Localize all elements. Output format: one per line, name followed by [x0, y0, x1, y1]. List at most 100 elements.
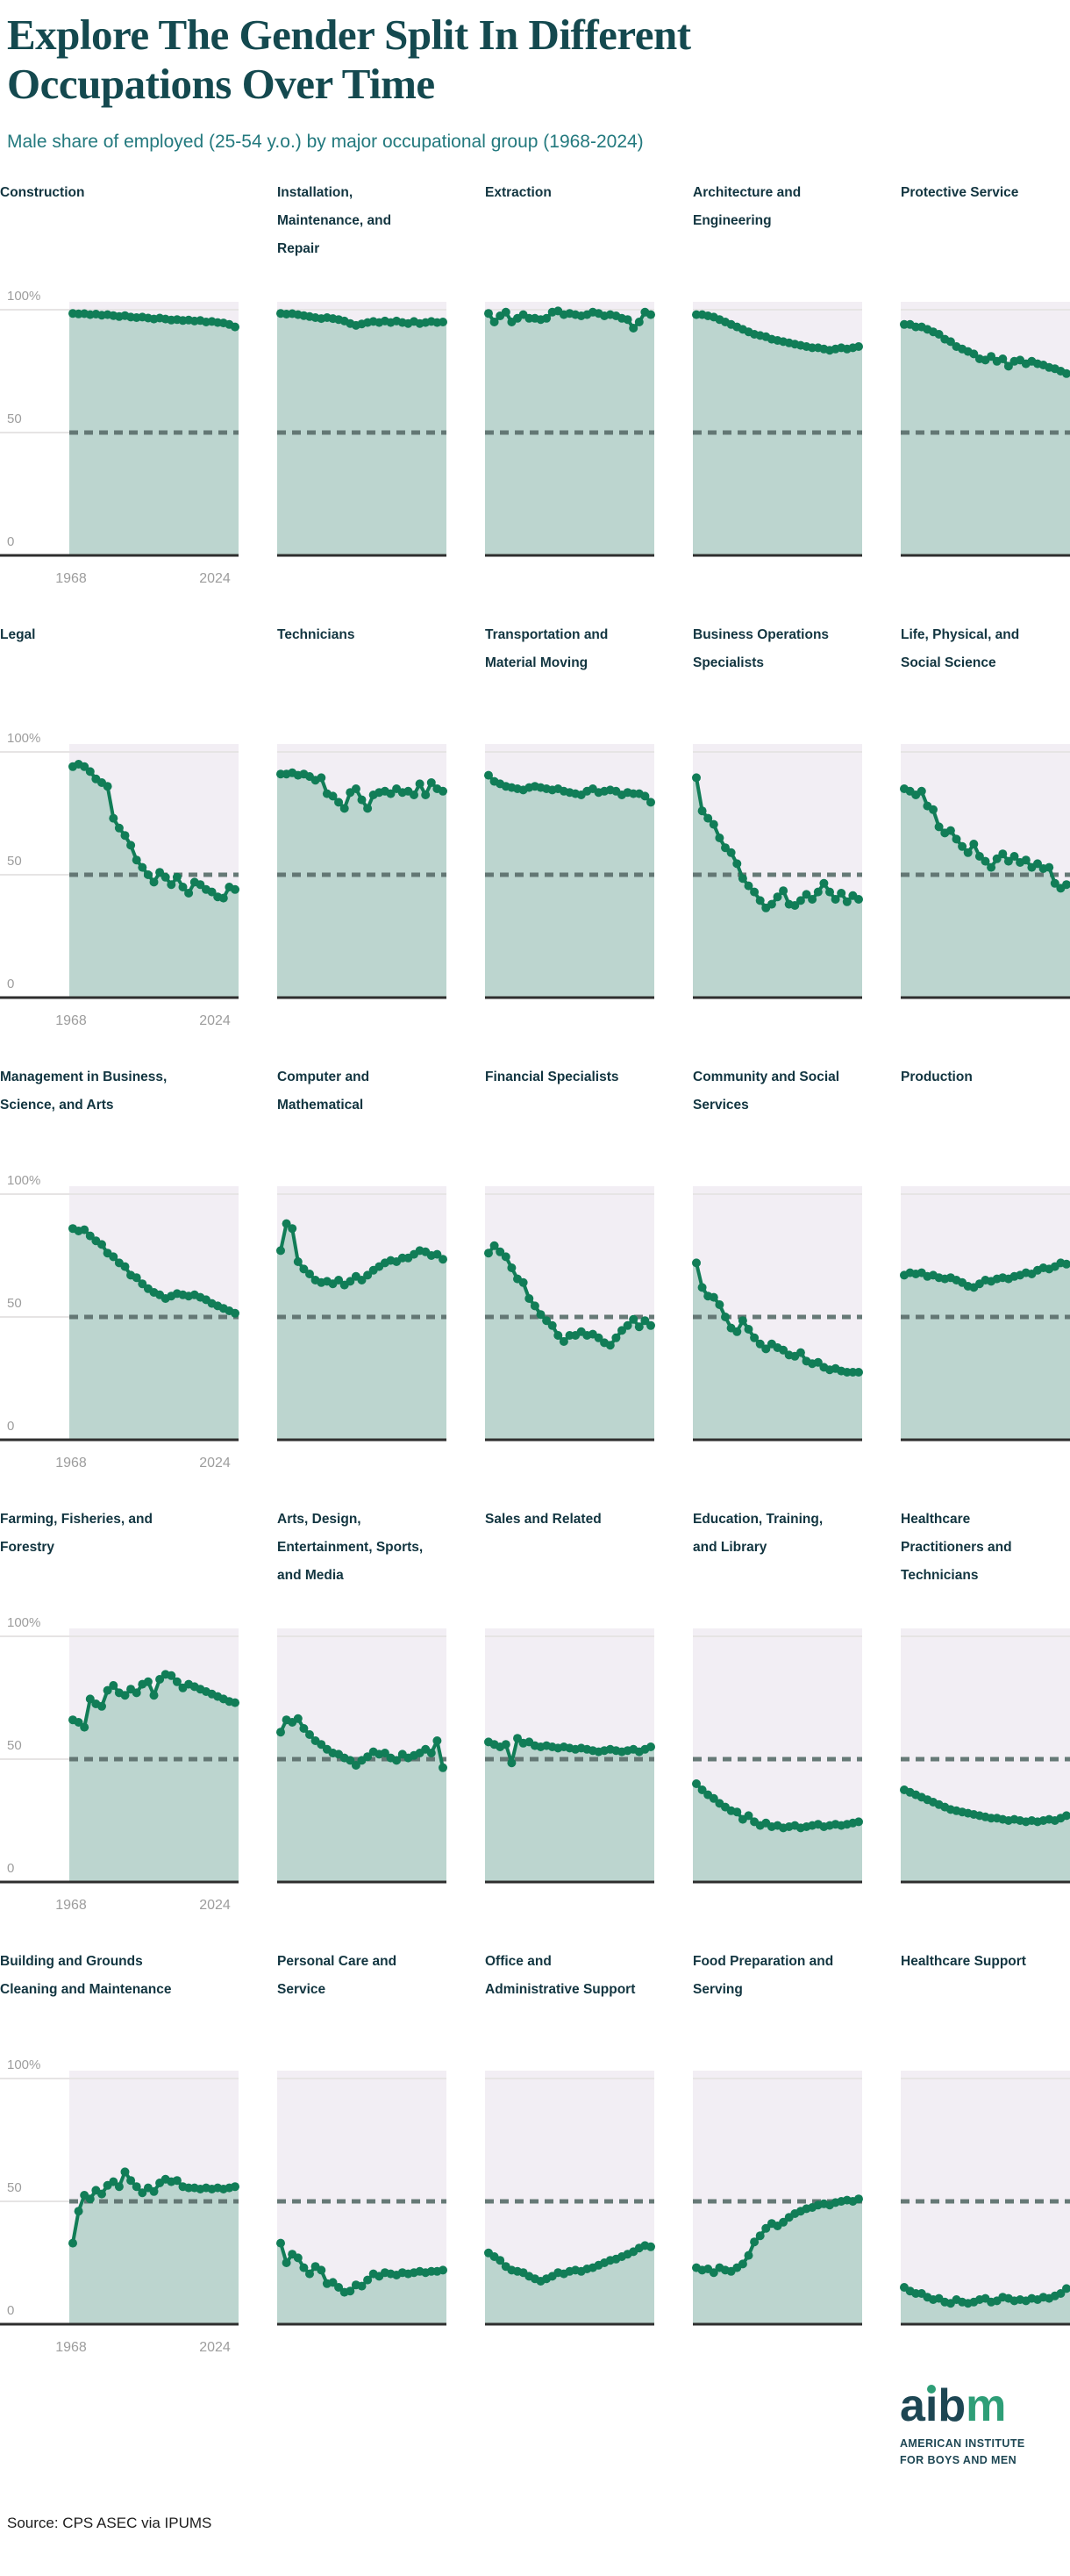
data-point[interactable]	[802, 890, 811, 899]
data-point[interactable]	[998, 848, 1008, 858]
data-point[interactable]	[299, 2263, 309, 2272]
data-point[interactable]	[981, 856, 990, 866]
chart-healthcare-support[interactable]	[900, 2070, 1070, 2332]
data-point[interactable]	[513, 1733, 522, 1742]
chart-sales-and-related[interactable]	[484, 1628, 655, 1890]
data-point[interactable]	[750, 887, 760, 897]
data-point[interactable]	[795, 896, 805, 905]
data-point[interactable]	[945, 337, 955, 347]
data-point[interactable]	[143, 869, 153, 879]
data-point[interactable]	[1062, 2284, 1070, 2293]
data-point[interactable]	[143, 1677, 153, 1686]
data-point[interactable]	[744, 1811, 753, 1821]
data-point[interactable]	[138, 2187, 147, 2197]
data-point[interactable]	[172, 872, 182, 882]
data-point[interactable]	[634, 317, 644, 326]
data-point[interactable]	[507, 1263, 517, 1272]
chart-computer-and-mathematical[interactable]	[276, 1185, 447, 1448]
data-point[interactable]	[439, 786, 447, 796]
data-point[interactable]	[738, 873, 747, 883]
data-point[interactable]	[74, 2206, 83, 2215]
data-point[interactable]	[357, 1275, 367, 1284]
data-point[interactable]	[697, 1785, 707, 1794]
data-point[interactable]	[363, 1751, 373, 1761]
data-point[interactable]	[218, 893, 228, 903]
data-point[interactable]	[715, 833, 724, 842]
data-point[interactable]	[542, 1315, 552, 1325]
data-point[interactable]	[103, 781, 112, 791]
data-point[interactable]	[929, 805, 938, 814]
data-point[interactable]	[813, 887, 823, 897]
data-point[interactable]	[74, 1717, 83, 1727]
data-point[interactable]	[813, 1357, 823, 1367]
data-point[interactable]	[501, 1252, 510, 1262]
data-point[interactable]	[97, 2189, 106, 2199]
data-point[interactable]	[738, 1315, 747, 1325]
data-point[interactable]	[819, 878, 829, 888]
data-point[interactable]	[97, 1701, 106, 1711]
data-point[interactable]	[346, 1277, 355, 1286]
chart-business-operations-specialists[interactable]	[692, 743, 863, 1005]
data-point[interactable]	[120, 1262, 130, 1271]
data-point[interactable]	[432, 1249, 442, 1259]
data-point[interactable]	[709, 1793, 718, 1803]
data-point[interactable]	[536, 1309, 546, 1319]
data-point[interactable]	[934, 329, 944, 339]
data-point[interactable]	[623, 1320, 632, 1330]
data-point[interactable]	[779, 1345, 788, 1355]
chart-financial-specialists[interactable]	[484, 1185, 655, 1448]
data-point[interactable]	[276, 1727, 285, 1736]
data-point[interactable]	[945, 826, 955, 835]
data-point[interactable]	[231, 2181, 239, 2191]
data-point[interactable]	[155, 1674, 165, 1684]
data-point[interactable]	[172, 2175, 182, 2185]
data-point[interactable]	[80, 762, 89, 771]
data-point[interactable]	[432, 1735, 442, 1745]
data-point[interactable]	[640, 791, 650, 801]
data-point[interactable]	[132, 1272, 141, 1282]
data-point[interactable]	[703, 813, 713, 823]
data-point[interactable]	[126, 841, 136, 850]
data-point[interactable]	[594, 1333, 603, 1342]
data-point[interactable]	[184, 888, 194, 898]
data-point[interactable]	[744, 881, 753, 891]
data-point[interactable]	[1003, 856, 1013, 866]
data-point[interactable]	[80, 1722, 89, 1732]
data-point[interactable]	[120, 2167, 130, 2177]
data-point[interactable]	[808, 894, 817, 904]
data-point[interactable]	[126, 2175, 136, 2185]
data-point[interactable]	[542, 313, 552, 323]
data-point[interactable]	[484, 1248, 493, 1257]
chart-technicians[interactable]	[276, 743, 447, 1005]
data-point[interactable]	[1021, 855, 1031, 864]
chart-protective-service[interactable]	[900, 301, 1070, 563]
data-point[interactable]	[207, 887, 217, 897]
data-point[interactable]	[744, 2250, 753, 2260]
data-point[interactable]	[410, 790, 418, 799]
data-point[interactable]	[755, 1339, 765, 1349]
data-point[interactable]	[439, 1763, 447, 1772]
data-point[interactable]	[992, 854, 1002, 863]
data-point[interactable]	[761, 2223, 771, 2233]
data-point[interactable]	[293, 1256, 303, 1266]
data-point[interactable]	[351, 784, 360, 793]
data-point[interactable]	[854, 341, 863, 351]
data-point[interactable]	[559, 1336, 568, 1346]
chart-life-physical-and-social-science[interactable]	[900, 743, 1070, 1005]
data-point[interactable]	[149, 2186, 159, 2196]
data-point[interactable]	[779, 2217, 788, 2227]
data-point[interactable]	[629, 323, 638, 333]
data-point[interactable]	[489, 317, 499, 326]
data-point[interactable]	[138, 1278, 147, 1288]
data-point[interactable]	[346, 1756, 355, 1765]
data-point[interactable]	[282, 2258, 291, 2267]
data-point[interactable]	[761, 1344, 771, 1354]
data-point[interactable]	[484, 770, 493, 780]
data-point[interactable]	[231, 322, 239, 332]
data-point[interactable]	[484, 308, 493, 318]
chart-installation-maintenance-and-repair[interactable]	[276, 301, 447, 563]
data-point[interactable]	[1062, 879, 1070, 889]
data-point[interactable]	[149, 1690, 159, 1699]
data-point[interactable]	[732, 859, 742, 869]
data-point[interactable]	[305, 1729, 314, 1739]
